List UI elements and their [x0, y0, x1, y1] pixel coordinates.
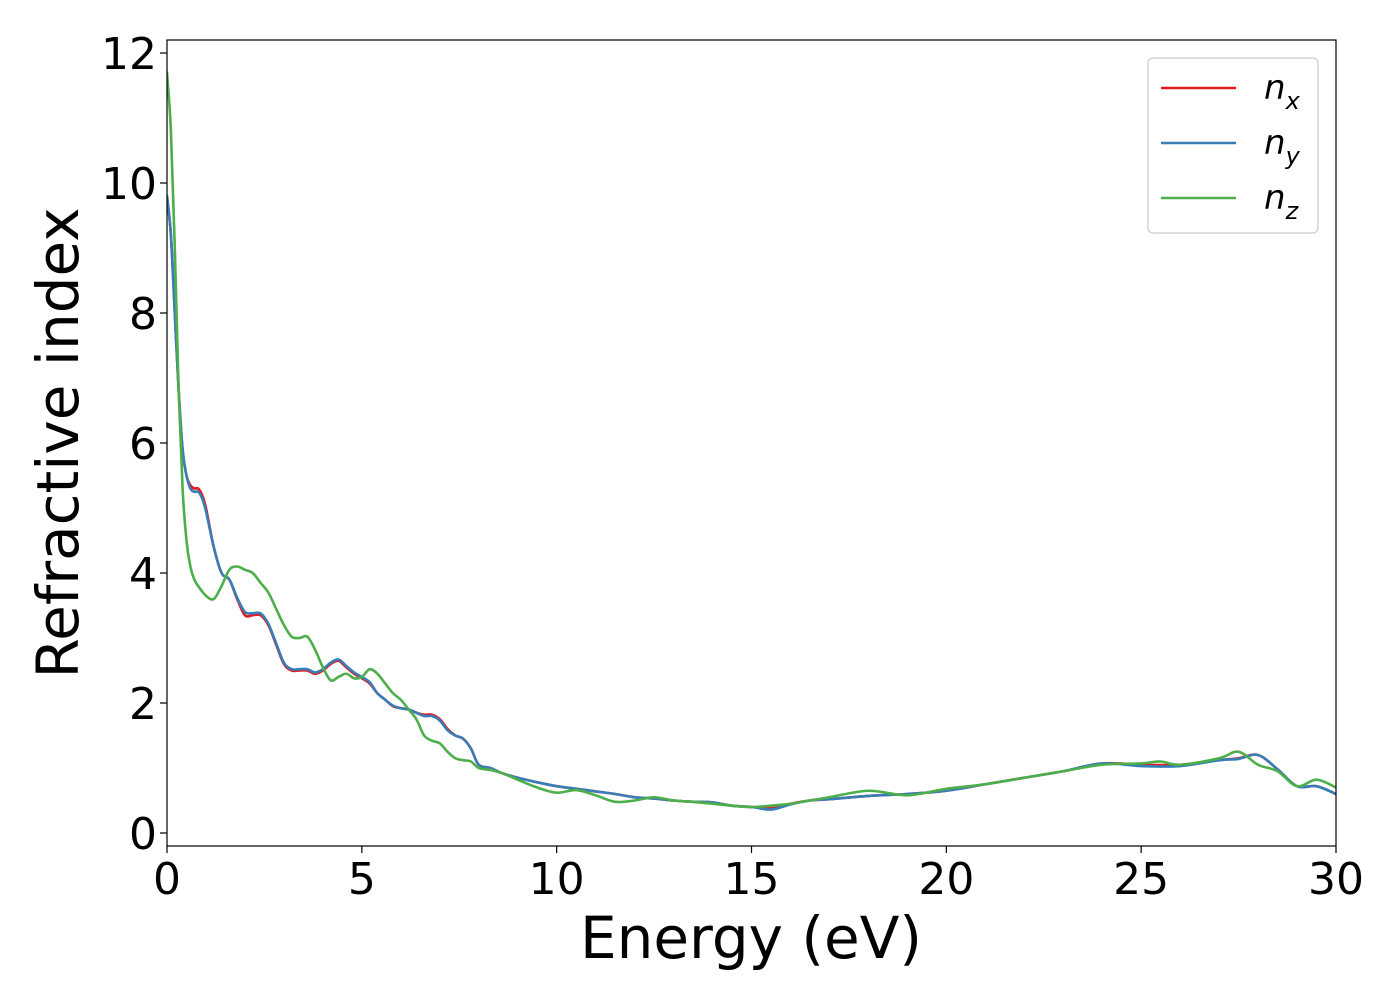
x-tick-label: 15	[724, 854, 780, 905]
y-axis-title: Refractive index	[24, 207, 92, 678]
x-axis: 0 5 10 15 20 25 30	[153, 846, 1364, 905]
y-tick-label: 2	[129, 679, 157, 730]
y-axis: 0 2 4 6 8 10 12	[101, 29, 167, 860]
legend-label-n-y: ny	[1264, 123, 1301, 170]
x-tick-label: 20	[918, 854, 974, 905]
y-tick-label: 0	[129, 809, 157, 860]
legend-label-n-z: nz	[1264, 178, 1300, 225]
y-tick-label: 6	[129, 419, 157, 470]
y-tick-label: 10	[101, 159, 157, 210]
legend-label-n-x: nx	[1264, 68, 1301, 115]
y-tick-label: 12	[101, 29, 157, 80]
plot-area	[167, 40, 1336, 846]
x-axis-title: Energy (eV)	[580, 904, 922, 972]
x-tick-label: 10	[529, 854, 585, 905]
x-tick-label: 30	[1308, 854, 1364, 905]
legend-box	[1147, 57, 1319, 234]
series-line-n-z	[167, 71, 1336, 809]
y-tick-label: 4	[129, 549, 157, 600]
series-layer	[167, 71, 1336, 811]
x-tick-label: 5	[348, 854, 376, 905]
legend: nx ny nz	[1147, 57, 1319, 234]
x-tick-label: 0	[153, 854, 181, 905]
x-tick-label: 25	[1113, 854, 1169, 905]
y-tick-label: 8	[129, 289, 157, 340]
